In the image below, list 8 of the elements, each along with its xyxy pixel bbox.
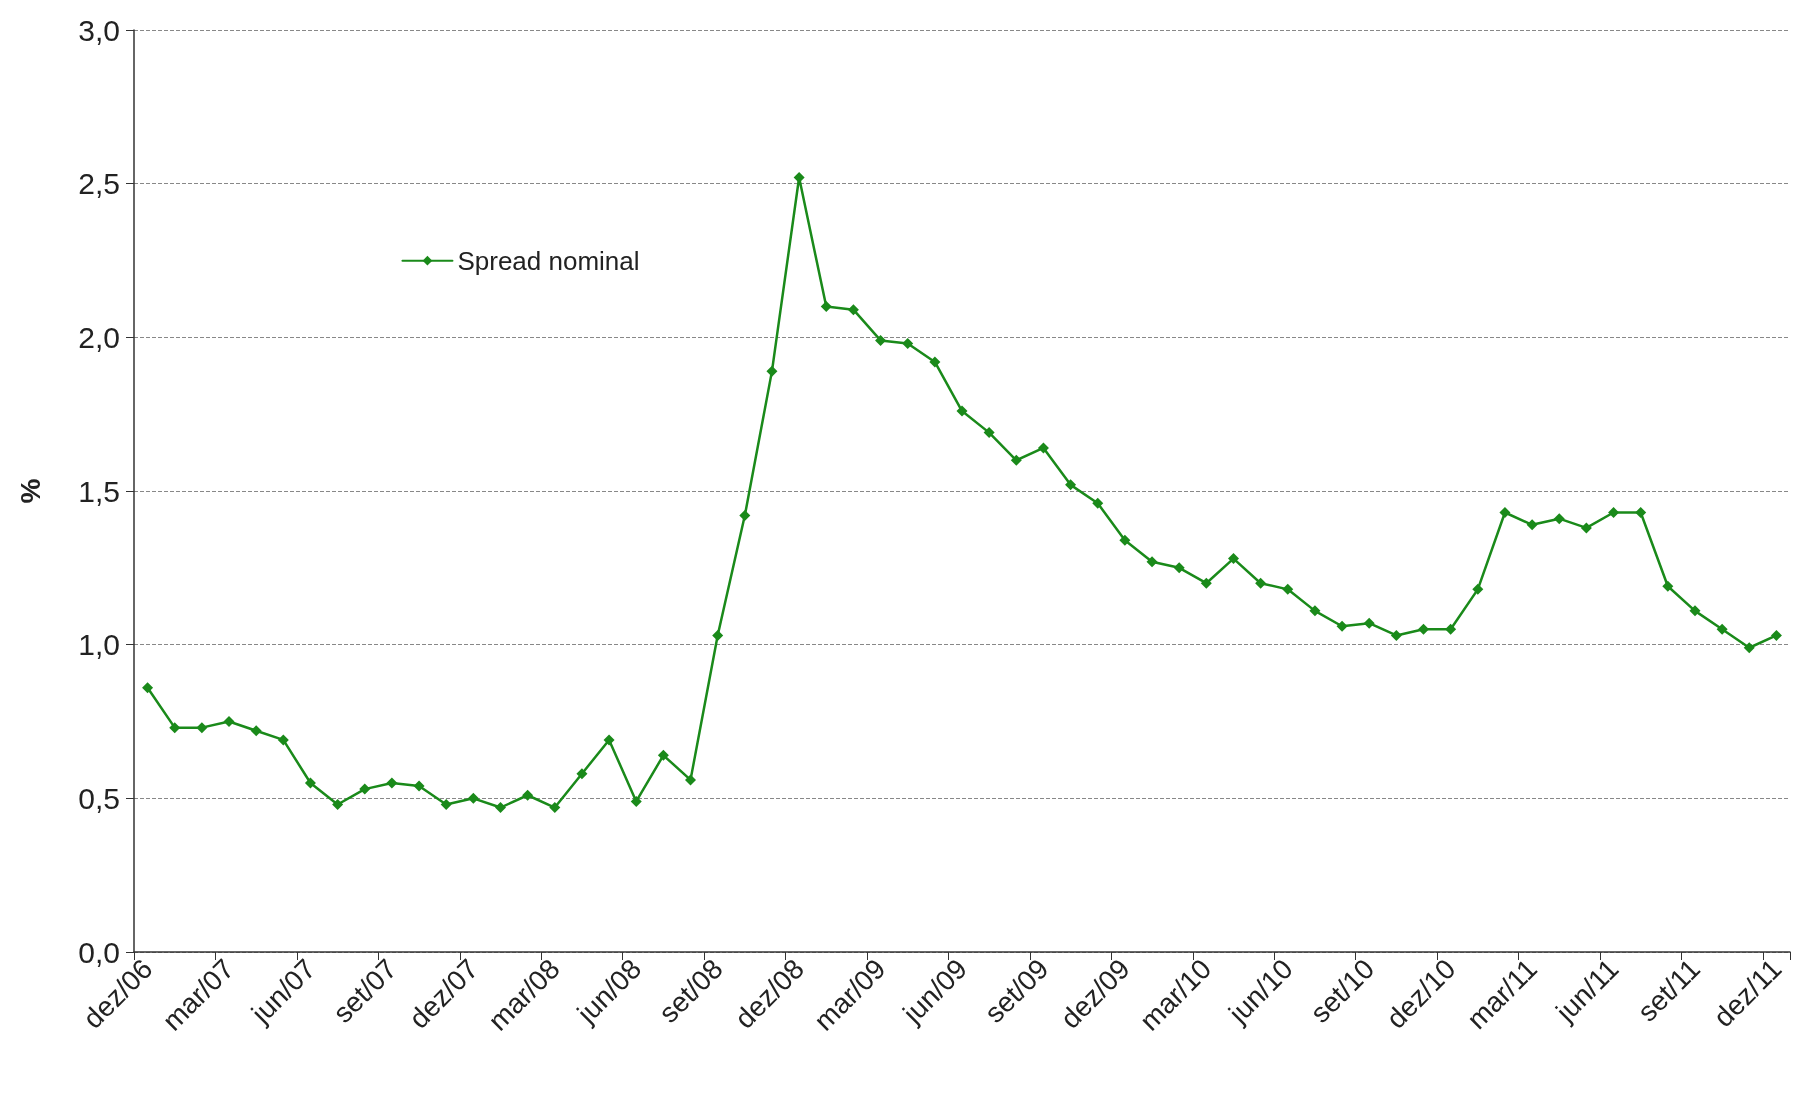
y-tick-label: 1,5: [78, 474, 120, 508]
y-tick-label: 1,0: [78, 628, 120, 662]
y-tick-label: 3,0: [78, 13, 120, 47]
y-axis-title: %: [14, 478, 46, 504]
y-tick-label: 2,0: [78, 320, 120, 354]
y-tick-label: 2,5: [78, 167, 120, 201]
y-tick-label: 0,5: [78, 781, 120, 815]
legend-label: Spread nominal: [457, 245, 640, 276]
